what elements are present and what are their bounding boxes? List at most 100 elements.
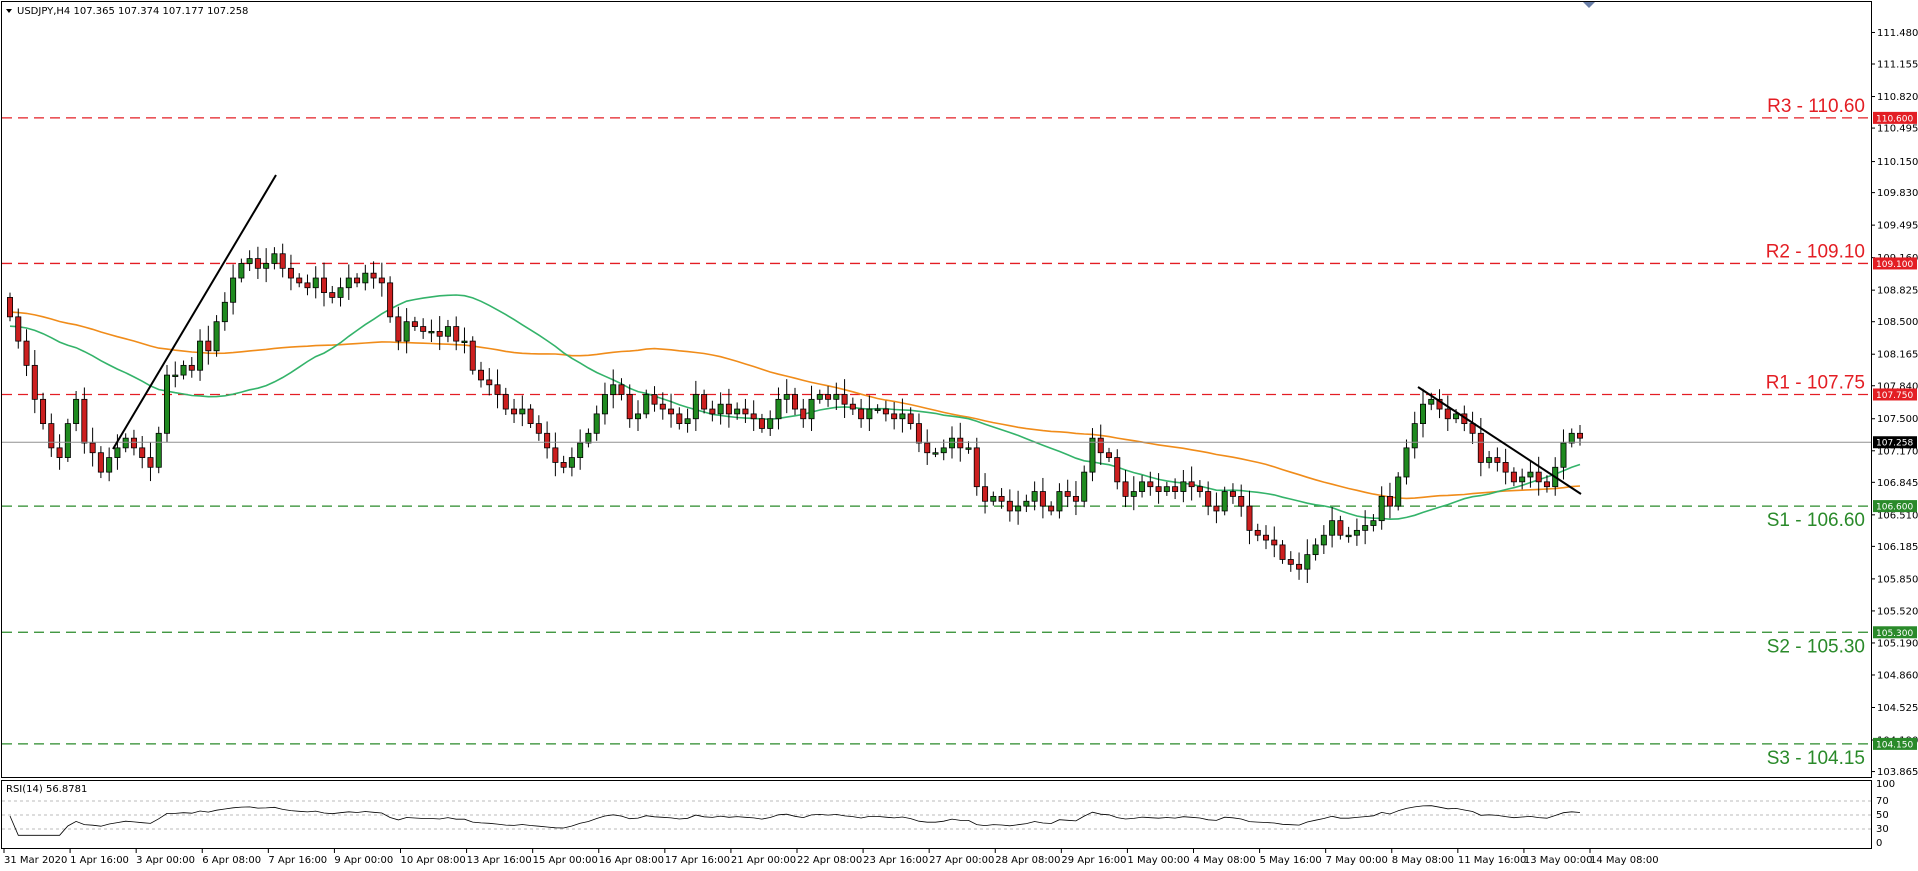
candle [1048, 501, 1055, 516]
candle [411, 316, 418, 331]
time-tick-label: 8 May 08:00 [1392, 855, 1454, 866]
candle [1064, 479, 1071, 508]
bull-candle-body [1362, 525, 1369, 531]
candle [271, 247, 278, 270]
candle [395, 306, 402, 351]
candle [362, 264, 369, 291]
bear-candle-body [1064, 491, 1071, 497]
bear-candle-body [329, 292, 336, 298]
rsi-label: RSI(14) 56.8781 [6, 784, 87, 795]
price-axis: 111.480 111.155 110.820 110.495 110.150 109.8… [1871, 28, 1918, 778]
bear-candle-body [81, 398, 88, 444]
bull-candle-body [180, 364, 187, 376]
price-tick-label: 105.520 [1877, 606, 1918, 617]
time-tick-label: 31 Mar 2020 [4, 855, 67, 866]
candle [676, 407, 683, 430]
bear-candle-body [477, 369, 484, 381]
bear-candle-body [676, 413, 683, 425]
price-tick-label: 108.500 [1877, 317, 1918, 328]
bull-candle-body [601, 394, 608, 415]
candle [304, 274, 311, 296]
bear-candle-body [982, 486, 989, 502]
bull-candle-body [1089, 437, 1096, 473]
price-tick-label: 103.865 [1877, 767, 1918, 778]
candle [701, 389, 708, 414]
bull-candle-body [1420, 403, 1427, 425]
candle [1089, 428, 1096, 482]
bull-candle-body [122, 437, 129, 449]
level-label-r3: R3 - 110.60 [1767, 96, 1865, 117]
bull-candle-body [1428, 398, 1435, 405]
bear-candle-body [957, 437, 964, 449]
candle [1015, 490, 1022, 525]
price-tick-label: 110.495 [1877, 124, 1918, 135]
candle [238, 258, 245, 283]
candle [552, 432, 559, 477]
svg-text:100: 100 [1876, 779, 1895, 790]
candle [882, 400, 889, 422]
time-tick-label: 3 Apr 00:00 [136, 855, 195, 866]
bear-candle-body [1097, 437, 1104, 454]
candle [89, 427, 96, 467]
candle [1221, 486, 1228, 516]
bear-candle-body [511, 408, 518, 415]
bear-candle-body [618, 384, 625, 395]
candle [7, 292, 13, 322]
candle [378, 262, 385, 297]
bull-candle-body [1519, 476, 1526, 483]
candle [767, 410, 774, 436]
bull-candle-body [635, 413, 642, 420]
bear-candle-body [858, 408, 865, 420]
candle [775, 387, 782, 430]
bull-candle-body [246, 258, 253, 264]
bull-candle-body [1163, 486, 1170, 492]
bull-candle-body [428, 330, 435, 334]
bull-candle-body [1130, 491, 1137, 497]
candle [40, 392, 47, 430]
price-tick-label: 106.845 [1877, 478, 1918, 489]
bear-candle-body [1213, 505, 1220, 512]
bear-candle-body [40, 398, 47, 425]
bear-candle-body [792, 394, 799, 410]
bull-candle-body [1329, 520, 1336, 536]
rsi-layer: 100 70 50 30 0 [2, 779, 1895, 849]
price-tick-label: 111.480 [1877, 28, 1918, 39]
rsi-panel-frame [1, 780, 1872, 849]
candle [1362, 510, 1369, 545]
candle [519, 395, 526, 427]
bull-candle-body [114, 447, 121, 458]
bull-candle-body [816, 394, 823, 400]
bear-candle-body [527, 408, 534, 425]
main-chart-frame [1, 1, 1872, 778]
candle [1568, 428, 1575, 448]
candle [1378, 486, 1385, 530]
bull-candle-body [197, 340, 204, 371]
bear-candle-body [453, 326, 460, 342]
candle [1535, 456, 1542, 496]
bull-candle-body [1304, 554, 1311, 570]
svg-text:0: 0 [1876, 838, 1882, 849]
candle [998, 488, 1005, 509]
time-tick-label: 6 Apr 08:00 [202, 855, 261, 866]
bear-candle-body [841, 394, 848, 405]
collapse-triangle-icon[interactable] [6, 9, 12, 13]
candle [1229, 483, 1236, 504]
candle [750, 400, 757, 431]
time-tick-label: 15 Apr 00:00 [533, 855, 598, 866]
bear-candle-body [254, 258, 261, 269]
candle [147, 442, 154, 482]
candle [907, 407, 914, 430]
time-tick-label: 13 Apr 16:00 [467, 855, 532, 866]
bull-candle-body [692, 394, 699, 420]
time-tick-label: 23 Apr 16:00 [863, 855, 928, 866]
candle [486, 368, 493, 396]
bear-candle-body [1039, 491, 1046, 507]
bull-candle-body [403, 321, 410, 342]
bull-candle-body [866, 408, 873, 420]
shift-marker-icon[interactable] [1583, 2, 1595, 8]
time-tick-label: 11 May 16:00 [1458, 855, 1527, 866]
candle [213, 315, 220, 357]
price-tick-label: 106.510 [1877, 510, 1918, 521]
bear-candle-body [758, 418, 765, 429]
candle [593, 405, 600, 441]
